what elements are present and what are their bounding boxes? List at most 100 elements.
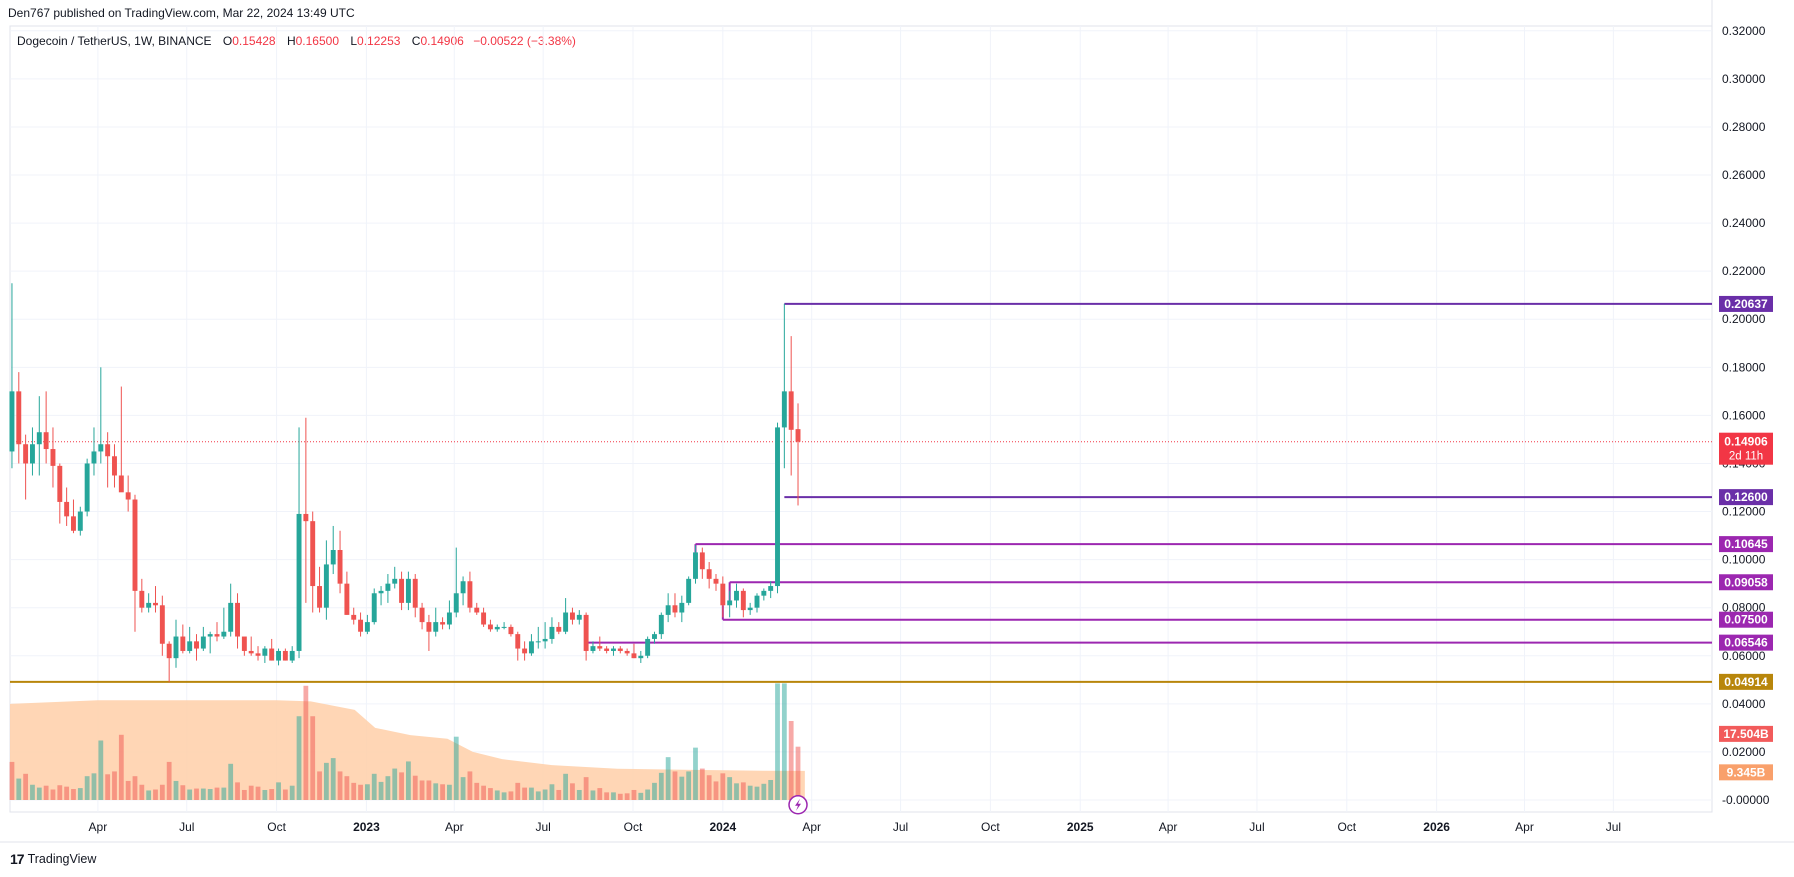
volume-bar bbox=[631, 789, 637, 800]
candle-body bbox=[569, 612, 575, 620]
candle-body bbox=[187, 641, 193, 651]
volume-bar bbox=[105, 774, 111, 800]
candle-body bbox=[440, 622, 446, 625]
candle-body bbox=[768, 586, 774, 591]
volume-bar bbox=[371, 773, 377, 800]
volume-bar bbox=[255, 786, 261, 800]
volume-bar bbox=[624, 793, 630, 800]
volume-bar bbox=[276, 782, 281, 800]
volume-bar bbox=[481, 785, 486, 800]
open-label: O bbox=[222, 34, 233, 48]
candle-body bbox=[36, 432, 42, 445]
candle-body bbox=[658, 614, 664, 635]
y-tick-label: -0.00000 bbox=[1722, 793, 1770, 807]
candle-body bbox=[364, 622, 370, 632]
candle-body bbox=[494, 626, 500, 630]
volume-bar bbox=[761, 783, 767, 800]
candle-body bbox=[276, 650, 281, 661]
y-tick-label: 0.22000 bbox=[1722, 264, 1766, 278]
candle-body bbox=[508, 626, 514, 635]
volume-bar bbox=[392, 768, 398, 800]
volume-bar bbox=[597, 788, 603, 800]
volume-bar bbox=[30, 784, 35, 800]
open-value: 0.15428 bbox=[232, 34, 276, 48]
candle-body bbox=[679, 602, 685, 613]
tradingview-footer[interactable]: 17 TradingView bbox=[10, 851, 96, 867]
volume-bar bbox=[754, 786, 760, 800]
volume-bar bbox=[508, 791, 514, 800]
y-tick-label: 0.02000 bbox=[1722, 745, 1766, 759]
volume-bar bbox=[706, 775, 712, 800]
volume-bar bbox=[248, 785, 254, 800]
level-label: 0.07500 bbox=[1724, 613, 1768, 627]
volume-bar bbox=[617, 793, 623, 800]
candle-body bbox=[221, 631, 227, 637]
volume-bar bbox=[453, 736, 459, 800]
candle-body bbox=[781, 391, 787, 428]
volume-bar bbox=[378, 781, 384, 800]
candle-body bbox=[112, 456, 117, 476]
tradingview-brand: TradingView bbox=[27, 852, 97, 866]
volume-bar bbox=[604, 792, 610, 800]
candle-body bbox=[153, 602, 158, 606]
volume-bar bbox=[658, 772, 664, 800]
last-price-bg bbox=[1719, 432, 1773, 465]
candle-body bbox=[255, 653, 261, 656]
volume-bar bbox=[262, 789, 268, 800]
volume-bar bbox=[23, 773, 29, 800]
candle-body bbox=[330, 550, 336, 565]
y-tick-label: 0.24000 bbox=[1722, 216, 1766, 230]
candle-body bbox=[405, 578, 411, 603]
candle-body bbox=[91, 451, 97, 464]
x-tick-label: 2023 bbox=[353, 820, 380, 834]
level-label: 0.06546 bbox=[1724, 636, 1768, 650]
volume-bar bbox=[310, 716, 316, 800]
close-label: C bbox=[411, 34, 421, 48]
volume-bar bbox=[501, 792, 507, 800]
candle-body bbox=[132, 499, 138, 591]
level-lines bbox=[10, 302, 1712, 683]
volume-bar bbox=[570, 783, 575, 800]
volume-label-bg bbox=[1719, 764, 1773, 781]
x-tick-label: Apr bbox=[89, 820, 108, 834]
y-tick-label: 0.18000 bbox=[1722, 360, 1766, 374]
candle-body bbox=[795, 429, 801, 442]
candle-body bbox=[29, 444, 35, 464]
close-value: 0.14906 bbox=[420, 34, 464, 48]
volume-bar bbox=[788, 720, 794, 800]
candle-body bbox=[556, 626, 562, 632]
candle-body bbox=[672, 605, 678, 613]
candle-body bbox=[310, 521, 316, 587]
candle-body bbox=[528, 641, 534, 654]
volume-bar bbox=[665, 757, 671, 800]
volume-bar bbox=[494, 790, 500, 800]
candle-body bbox=[9, 391, 15, 452]
x-tick-label: Jul bbox=[1606, 820, 1621, 834]
candle-body bbox=[207, 634, 213, 637]
candle-body bbox=[118, 475, 124, 493]
axes: 0.32000 0.30000 0.28000 0.26000 0.24000 0.220… bbox=[89, 24, 1770, 834]
candle-body bbox=[248, 650, 254, 654]
level-label-bg bbox=[1719, 489, 1773, 506]
volume-bar bbox=[84, 776, 90, 800]
volume-bar bbox=[385, 776, 391, 800]
candle-body bbox=[23, 444, 29, 464]
publish-info: Den767 published on TradingView.com, Mar… bbox=[8, 6, 355, 20]
symbol-name[interactable]: Dogecoin / TetherUS, 1W, BINANCE bbox=[17, 34, 212, 48]
high-value: 0.16500 bbox=[295, 34, 340, 48]
y-tick-label: 0.20000 bbox=[1722, 312, 1766, 326]
volume-bar bbox=[57, 785, 63, 800]
candle-body bbox=[228, 602, 234, 632]
volume-bar bbox=[317, 771, 322, 800]
candle-body bbox=[638, 655, 644, 659]
candle-body bbox=[71, 516, 76, 531]
x-tick-label: Apr bbox=[802, 820, 821, 834]
volume-bar bbox=[576, 789, 582, 800]
volume-bar bbox=[146, 790, 152, 800]
candle-body bbox=[180, 636, 186, 651]
price-labels: 0.20637 0.12600 0.10645 0.09058 0.07500 0.065… bbox=[788, 295, 1773, 815]
candle-body bbox=[433, 622, 439, 632]
volume-bar bbox=[200, 788, 206, 800]
candle-body bbox=[57, 465, 63, 502]
